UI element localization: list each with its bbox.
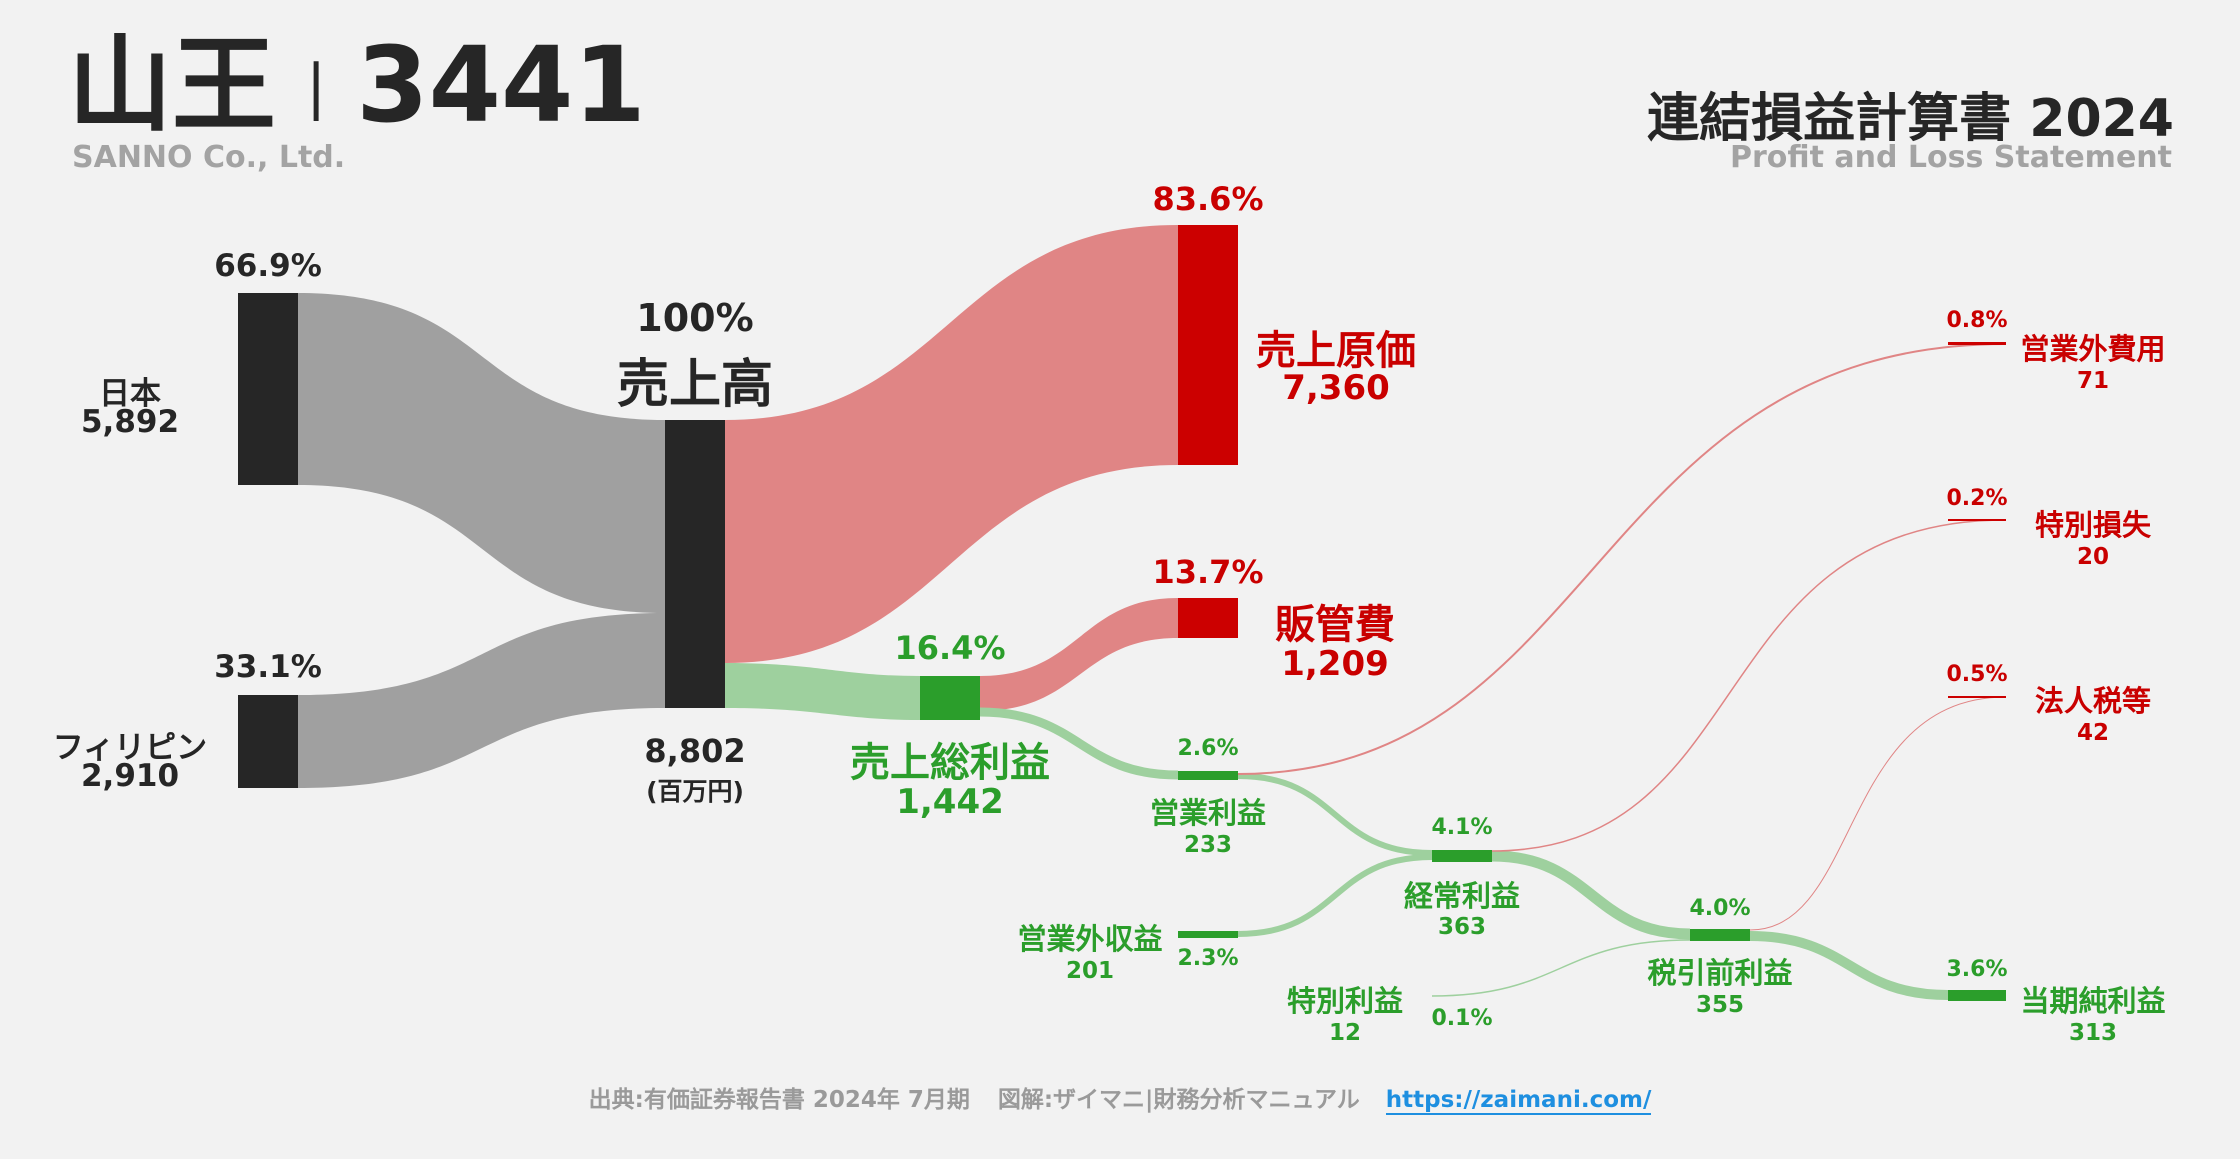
flow-operating-to-nonop-expense	[1237, 343, 2007, 775]
flow-philippines-to-revenue	[298, 613, 665, 788]
income-tax-label: 法人税等	[2034, 684, 2151, 718]
flow-ordinary-to-extraordinary-loss	[1491, 519, 2007, 852]
income-tax-pct: 0.5%	[1946, 662, 2008, 687]
cogs-label: 売上原価	[1256, 328, 1416, 374]
node-bar-philippines	[238, 695, 298, 788]
pretax-income-pct: 4.0%	[1689, 896, 1751, 921]
philippines-value: 2,910	[80, 758, 180, 794]
nonop-income-pct: 2.3%	[1177, 946, 1239, 971]
ordinary-income-label: 経常利益	[1403, 879, 1520, 913]
revenue-pct: 100%	[636, 296, 754, 340]
sga-label: 販管費	[1275, 602, 1395, 648]
node-bar-japan	[238, 293, 298, 485]
node-bar-ordinary	[1432, 850, 1492, 862]
ordinary-income-pct: 4.1%	[1431, 815, 1493, 840]
operating-income-value: 233	[1183, 832, 1232, 858]
extraordinary-loss-pct: 0.2%	[1946, 486, 2008, 511]
philippines-pct: 33.1%	[214, 649, 322, 685]
title-divider: |	[306, 52, 327, 122]
philippines-label: フィリピン	[52, 730, 208, 766]
gross-profit-label: 売上総利益	[850, 740, 1050, 786]
flow-gross-profit-to-sga	[980, 598, 1178, 711]
gross-profit-value: 1,442	[896, 782, 1004, 822]
flow-gross-profit-to-operating	[979, 707, 1179, 780]
node-bar-sga	[1178, 598, 1238, 638]
pretax-income-value: 355	[1695, 992, 1744, 1018]
flow-operating-to-ordinary	[1237, 773, 1433, 856]
japan-label: 日本	[99, 376, 161, 412]
extraordinary-income-pct: 0.1%	[1431, 1006, 1493, 1031]
credit-note: 図解:ザイマニ|財務分析マニュアル	[997, 1087, 1360, 1113]
node-bar-pretax	[1690, 929, 1750, 941]
sga-value: 1,209	[1281, 644, 1389, 684]
node-bar-extraordinary-loss	[1948, 519, 2006, 521]
node-bar-nonop-income	[1178, 931, 1238, 938]
extraordinary-loss-value: 20	[2076, 544, 2109, 570]
footer: 出典:有価証券報告書 2024年 7月期 図解:ザイマニ|財務分析マニュアル htt…	[0, 1080, 2240, 1115]
node-bar-gross-profit	[920, 676, 980, 720]
flow-nonop-income-to-ordinary	[1237, 854, 1433, 937]
net-income-label: 当期純利益	[2020, 984, 2166, 1018]
gross-profit-pct: 16.4%	[894, 629, 1006, 667]
nonop-income-value: 201	[1065, 958, 1114, 984]
revenue-value: 8,802	[644, 732, 746, 770]
net-income-pct: 3.6%	[1946, 957, 2008, 982]
source-note: 出典:有価証券報告書 2024年 7月期	[588, 1087, 970, 1113]
pretax-income-label: 税引前利益	[1647, 956, 1793, 990]
flow-extraordinary-income-to-pretax	[1431, 939, 1691, 997]
unit-label: (百万円)	[646, 777, 744, 806]
node-bar-nonop-expense	[1948, 342, 2006, 345]
operating-income-label: 営業利益	[1149, 796, 1266, 830]
operating-income-pct: 2.6%	[1177, 736, 1239, 761]
net-income-value: 313	[2068, 1020, 2117, 1046]
cogs-value: 7,360	[1282, 368, 1390, 408]
revenue-label: 売上高	[616, 355, 773, 415]
sga-pct: 13.7%	[1152, 553, 1264, 591]
japan-value: 5,892	[80, 404, 180, 440]
flow-pretax-to-income-tax	[1749, 696, 2007, 931]
flow-revenue-to-gross-profit	[725, 663, 920, 720]
flow-ordinary-to-pretax	[1491, 850, 1691, 940]
ordinary-income-value: 363	[1437, 914, 1486, 940]
node-bar-cogs	[1178, 225, 1238, 465]
node-bar-net-income	[1948, 990, 2006, 1001]
extraordinary-income-label: 特別利益	[1286, 984, 1403, 1018]
statement-title-jp: 連結損益計算書 2024	[1647, 89, 2174, 149]
node-bar-revenue	[665, 420, 725, 708]
ticker-code: 3441	[356, 24, 646, 146]
node-bar-income-tax	[1948, 696, 2006, 698]
nonop-expense-label: 営業外費用	[2020, 332, 2166, 366]
cogs-pct: 83.6%	[1152, 180, 1264, 218]
company-name-jp: 山王	[68, 24, 277, 146]
extraordinary-loss-label: 特別損失	[2034, 508, 2151, 542]
company-name-en: SANNO Co., Ltd.	[72, 140, 346, 175]
flow-revenue-to-cogs	[725, 225, 1178, 663]
node-bar-operating	[1178, 771, 1238, 780]
japan-pct: 66.9%	[214, 248, 322, 284]
site-link[interactable]: https://zaimani.com/	[1385, 1087, 1652, 1115]
nonop-income-label: 営業外収益	[1017, 922, 1163, 956]
extraordinary-income-value: 12	[1328, 1020, 1361, 1046]
flow-pretax-to-net-income	[1749, 931, 1949, 1000]
nonop-expense-pct: 0.8%	[1946, 308, 2008, 333]
income-tax-value: 42	[2076, 720, 2109, 746]
flow-japan-to-revenue	[298, 293, 665, 613]
statement-title-en: Profit and Loss Statement	[1729, 140, 2172, 175]
nonop-expense-value: 71	[2076, 368, 2109, 394]
